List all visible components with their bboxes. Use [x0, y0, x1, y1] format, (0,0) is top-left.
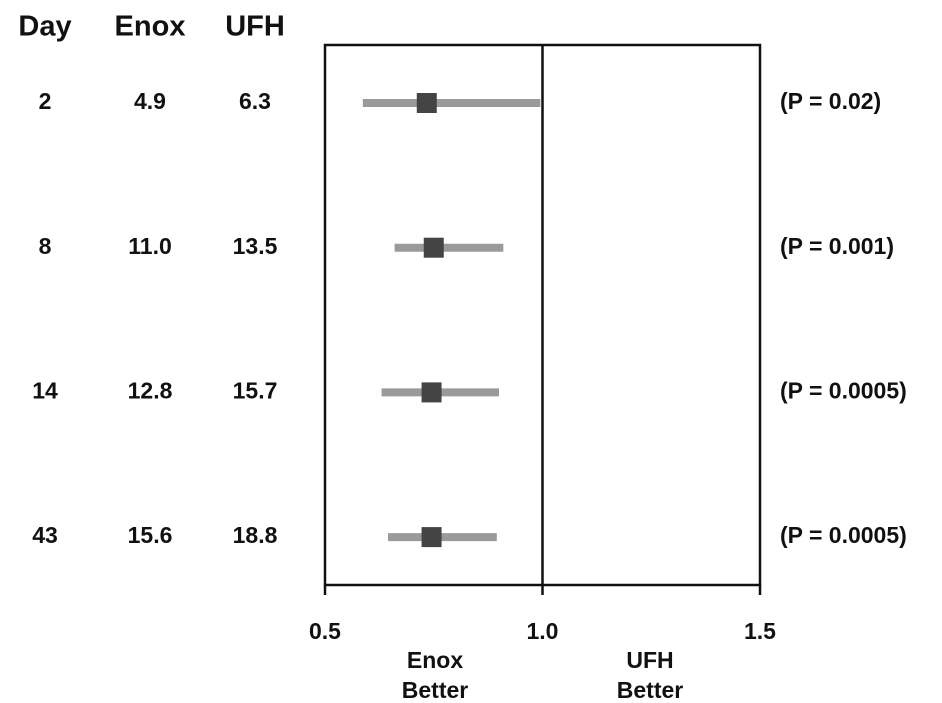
- annotation: Better: [617, 677, 684, 703]
- table-cell: 2: [39, 88, 52, 114]
- table-cell: 13.5: [233, 233, 278, 259]
- p-value-label: (P = 0.02): [780, 88, 881, 114]
- x-tick-label: 1.0: [527, 618, 559, 644]
- p-value-label: (P = 0.0005): [780, 377, 907, 403]
- point-estimate: [421, 527, 442, 548]
- column-header: UFH: [225, 11, 285, 43]
- table-cell: 14: [32, 377, 58, 403]
- table-cell: 6.3: [239, 88, 271, 114]
- column-header: Enox: [115, 11, 186, 43]
- column-header: Day: [18, 11, 71, 43]
- point-estimate: [423, 237, 444, 258]
- table-cell: 43: [32, 522, 58, 548]
- annotation: Enox: [407, 647, 463, 673]
- table-cell: 8: [39, 233, 52, 259]
- x-tick-label: 0.5: [309, 618, 341, 644]
- p-value-label: (P = 0.0005): [780, 522, 907, 548]
- table-cell: 15.7: [233, 377, 278, 403]
- table-cell: 11.0: [128, 233, 172, 259]
- p-value-label: (P = 0.001): [780, 233, 894, 259]
- table-cell: 18.8: [233, 522, 278, 548]
- table-cell: 4.9: [134, 88, 166, 114]
- annotation: Better: [402, 677, 469, 703]
- point-estimate: [421, 382, 442, 403]
- x-tick-label: 1.5: [744, 618, 776, 644]
- table-cell: 12.8: [128, 377, 173, 403]
- point-estimate: [416, 93, 437, 113]
- annotation: UFH: [626, 647, 673, 673]
- table-cell: 15.6: [128, 522, 173, 548]
